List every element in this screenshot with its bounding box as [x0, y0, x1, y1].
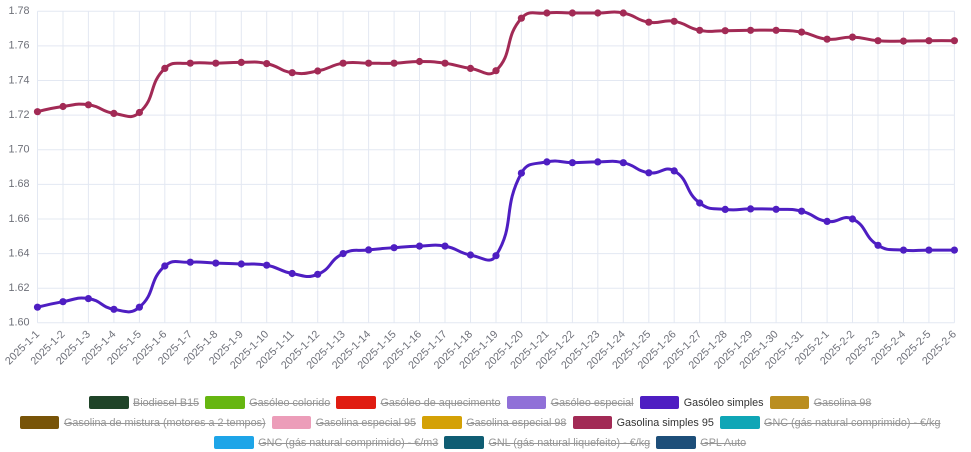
svg-text:1.66: 1.66	[8, 213, 29, 225]
svg-text:1.60: 1.60	[8, 317, 29, 329]
svg-text:1.74: 1.74	[8, 74, 29, 86]
svg-text:1.78: 1.78	[8, 5, 29, 17]
svg-text:1.76: 1.76	[8, 40, 29, 52]
svg-text:1.64: 1.64	[8, 247, 29, 259]
svg-text:1.68: 1.68	[8, 178, 29, 190]
svg-text:1.62: 1.62	[8, 282, 29, 294]
svg-text:1.70: 1.70	[8, 144, 29, 156]
svg-text:1.72: 1.72	[8, 109, 29, 121]
